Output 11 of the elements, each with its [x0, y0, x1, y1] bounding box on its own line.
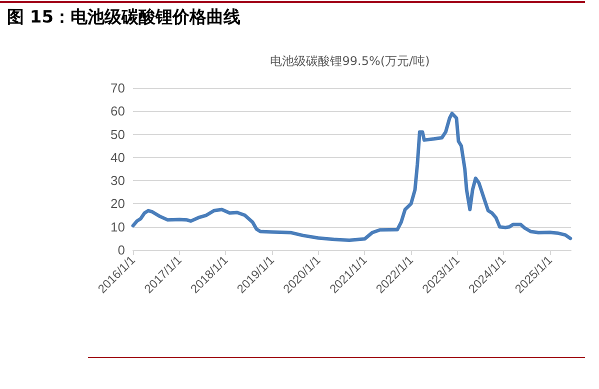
- y-tick-label: 30: [110, 173, 125, 188]
- y-tick-label: 50: [110, 126, 125, 142]
- y-tick-label: 40: [110, 150, 125, 165]
- chart-subtitle: 电池级碳酸锂99.5%(万元/吨): [270, 54, 430, 68]
- y-tick-label: 0: [118, 242, 125, 258]
- y-tick-label: 10: [110, 219, 125, 234]
- chart-title: 图 15：电池级碳酸锂价格曲线: [7, 8, 241, 28]
- y-tick-label: 60: [110, 104, 125, 119]
- y-tick-label: 20: [110, 196, 125, 212]
- y-tick-label: 70: [110, 80, 125, 96]
- line-series: [131, 112, 572, 242]
